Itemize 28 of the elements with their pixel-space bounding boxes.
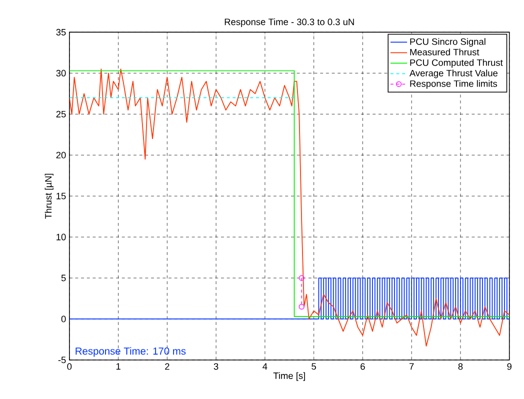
y-tick-label: 5: [61, 274, 66, 282]
x-tick-label: 0: [67, 363, 72, 370]
y-tick-label: 30: [56, 70, 66, 76]
y-tick-label: 15: [56, 192, 66, 200]
legend-label: PCU Sincro Signal: [410, 38, 486, 47]
y-tick-label: 0: [61, 316, 66, 322]
y-tick-label: 20: [56, 152, 66, 158]
legend-label: Response Time limits: [410, 80, 498, 89]
x-tick-label: 7: [410, 363, 414, 370]
x-axis-title: Time [s]: [273, 372, 305, 381]
legend-label: Average Thrust Value: [410, 70, 498, 78]
chart-title: Response Time - 30.3 to 0.3 uN: [224, 18, 354, 27]
annotation: Response Time: 170 ms: [76, 347, 186, 357]
x-tick-label: 2: [165, 363, 170, 370]
x-tick-label: 3: [214, 363, 218, 370]
legend-label: Measured Thrust: [410, 48, 480, 56]
x-tick-label: 4: [262, 363, 268, 370]
y-axis-title: Thrust [µN]: [44, 174, 54, 219]
y-tick-label: 35: [56, 28, 66, 36]
x-tick-label: 1: [116, 363, 120, 370]
x-tick-label: 8: [458, 363, 463, 370]
y-tick-label: 10: [56, 234, 66, 240]
y-tick-label: -5: [58, 356, 66, 364]
x-tick-label: 5: [312, 363, 316, 370]
x-tick-label: 6: [360, 363, 365, 370]
x-tick-label: 9: [507, 363, 512, 370]
y-tick-label: 25: [56, 110, 66, 118]
legend-label: PCU Computed Thrust: [410, 59, 503, 68]
